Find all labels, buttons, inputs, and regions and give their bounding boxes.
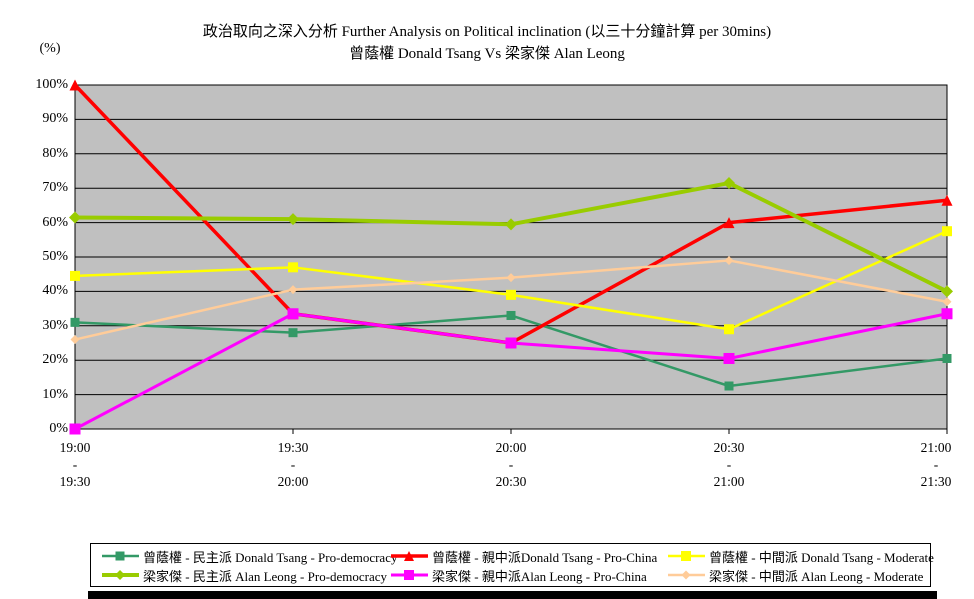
series-2-marker <box>506 289 516 300</box>
series-1-marker <box>723 217 735 229</box>
x-axis-tick-text: 19:30 <box>277 440 309 455</box>
legend-item: 梁家傑 - 民主派 Alan Leong - Pro-democracy <box>101 566 387 584</box>
legend-marker-square-icon <box>102 551 139 561</box>
x-axis-tick-text: - <box>726 457 732 472</box>
series-3-marker <box>723 177 735 190</box>
series-4-marker <box>723 352 735 364</box>
y-axis-tick-label: 100% <box>35 77 68 92</box>
y-axis-tick-label: 90% <box>42 111 68 127</box>
y-axis-tick-label: 20% <box>42 352 68 368</box>
x-axis-tick-text: - <box>508 457 514 472</box>
y-axis-tick-label: 10% <box>42 386 68 402</box>
legend-marker-diamond-icon <box>102 570 139 580</box>
legend: 曾蔭權 - 民主派 Donald Tsang - Pro-democracy 曾蔭… <box>90 543 934 587</box>
legend-item: 梁家傑 - 親中派Alan Leong - Pro-China <box>390 566 647 584</box>
series-2-marker <box>288 262 298 273</box>
y-axis-tick-label: 70% <box>42 180 68 196</box>
series-1-marker <box>69 79 81 91</box>
legend-label: 曾蔭權 - 親中派Donald Tsang - Pro-China <box>432 549 658 565</box>
series-3-marker <box>941 285 953 298</box>
chart-title-line1: 政治取向之深入分析 Further Analysis on Political … <box>202 24 772 40</box>
x-axis-tick-text: - <box>933 457 939 472</box>
legend-marker-diamond-icon <box>668 570 705 580</box>
legend-item: 曾蔭權 - 中間派 Donald Tsang - Moderate <box>667 547 934 565</box>
series-2-marker <box>942 226 952 237</box>
x-axis-tick-text: - <box>72 457 78 472</box>
x-axis-tick-text: - <box>290 457 296 472</box>
series-1-marker <box>941 194 953 206</box>
series-5-marker <box>506 273 516 283</box>
legend-marker-triangle-icon <box>391 551 428 561</box>
legend-label: 梁家傑 - 民主派 Alan Leong - Pro-democracy <box>143 568 388 584</box>
series-3-marker <box>287 213 299 226</box>
y-axis-tick-label: 0% <box>49 421 68 436</box>
legend-item: 梁家傑 - 中間派 Alan Leong - Moderate <box>667 566 923 584</box>
y-axis-tick-label: 30% <box>42 317 68 333</box>
x-axis-tick-label: 19:00 - 19:30 <box>37 439 113 490</box>
x-axis-tick-text: 19:30 <box>59 474 91 489</box>
x-axis-tick-label: 21:00 - 21:30 <box>898 439 974 490</box>
x-axis-tick-text: 20:30 <box>713 440 745 455</box>
series-0-marker <box>288 328 298 338</box>
series-5-marker <box>942 297 952 307</box>
legend-item: 曾蔭權 - 民主派 Donald Tsang - Pro-democracy <box>101 547 397 565</box>
y-axis-tick-label: 80% <box>42 145 68 161</box>
series-4-marker <box>941 308 953 320</box>
legend-label: 曾蔭權 - 中間派 Donald Tsang - Moderate <box>709 549 934 565</box>
legend-marker-square-icon <box>668 551 705 561</box>
series-3-marker <box>505 218 517 231</box>
series-0-marker <box>724 381 734 391</box>
x-axis-tick-label: 20:30 - 21:00 <box>691 439 767 490</box>
series-0-marker <box>942 353 952 363</box>
x-axis-tick-text: 20:00 <box>495 440 527 455</box>
legend-marker-square-icon <box>391 570 428 580</box>
series-4-marker <box>505 337 517 349</box>
x-axis-tick-text: 21:30 <box>920 474 952 489</box>
x-axis-tick-label: 19:30 - 20:00 <box>255 439 331 490</box>
line-chart-plot <box>69 79 953 435</box>
series-0-marker <box>70 317 80 327</box>
x-axis-tick-text: 21:00 <box>920 440 952 455</box>
x-axis-tick-text: 20:00 <box>277 474 309 489</box>
series-4-marker <box>69 423 81 435</box>
series-3-marker <box>69 211 81 224</box>
x-axis-tick-text: 21:00 <box>713 474 745 489</box>
legend-label: 梁家傑 - 親中派Alan Leong - Pro-China <box>432 568 647 584</box>
series-5-marker <box>724 255 734 265</box>
series-2-marker <box>724 324 734 335</box>
y-axis-tick-label: 40% <box>42 283 68 299</box>
x-axis-tick-text: 19:00 <box>59 440 91 455</box>
y-axis-tick-label: 50% <box>42 249 68 264</box>
series-4-marker <box>287 308 299 320</box>
series-0-marker <box>506 310 516 320</box>
x-axis-tick-label: 20:00 - 20:30 <box>473 439 549 490</box>
bottom-bar <box>88 591 937 599</box>
series-5-marker <box>288 285 298 295</box>
series-5-marker <box>70 335 80 345</box>
legend-item: 曾蔭權 - 親中派Donald Tsang - Pro-China <box>390 547 657 565</box>
y-axis-unit-label: (%) <box>39 41 61 56</box>
chart-title-line2: 曾蔭權 Donald Tsang Vs 梁家傑 Alan Leong <box>349 46 625 62</box>
series-2-marker <box>70 270 80 281</box>
x-axis-tick-text: 20:30 <box>495 474 527 489</box>
legend-label: 曾蔭權 - 民主派 Donald Tsang - Pro-democracy <box>143 549 398 565</box>
legend-label: 梁家傑 - 中間派 Alan Leong - Moderate <box>709 568 924 584</box>
y-axis-tick-label: 60% <box>42 214 68 230</box>
chart-title: 政治取向之深入分析 Further Analysis on Political … <box>0 21 974 65</box>
